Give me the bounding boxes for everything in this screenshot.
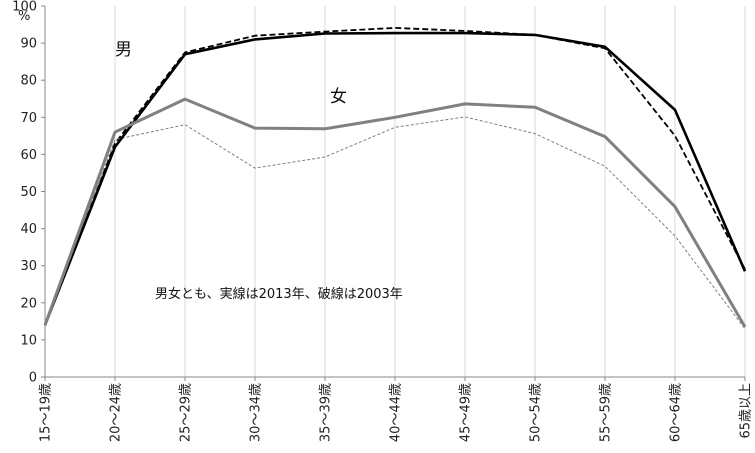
x-tick-label-4: 35～39歳 — [319, 383, 334, 442]
male-series-label: 男 — [115, 40, 132, 60]
chart-note: 男女とも、実線は2013年、破線は2003年 — [155, 286, 403, 302]
y-unit-label: % — [18, 9, 30, 24]
gridlines — [114, 6, 746, 377]
x-tick-label-2: 25～29歳 — [179, 383, 194, 442]
x-tick-label-0: 15～19歳 — [39, 383, 54, 442]
y-tick-label-4: 40 — [20, 222, 37, 237]
series-line-female-2003 — [44, 116, 746, 330]
female-series-label: 女 — [330, 87, 347, 107]
x-tick-label-10: 65歳以上 — [739, 383, 754, 439]
y-tick-label-2: 20 — [20, 296, 37, 311]
x-tick-label-7: 50～54歳 — [529, 383, 544, 442]
series-line-male-2003 — [44, 26, 746, 326]
x-tick-label-5: 40～44歳 — [389, 383, 404, 442]
y-tick-label-8: 80 — [20, 74, 37, 89]
y-tick-label-5: 50 — [20, 185, 37, 200]
x-tick-label-6: 45～49歳 — [459, 383, 474, 442]
x-tick-label-1: 20～24歳 — [109, 383, 124, 442]
series-line-female-2013 — [43, 97, 747, 328]
axes — [41, 5, 746, 381]
x-tick-label-3: 30～34歳 — [249, 383, 264, 442]
y-tick-label-10: 100 — [12, 0, 37, 15]
x-tick-labels: 15～19歳 20～24歳 25～29歳 30～34歳 35～39歳 40～44歳 45～4… — [39, 383, 754, 442]
y-tick-label-1: 10 — [20, 333, 37, 348]
series-lines — [43, 26, 747, 330]
y-tick-label-3: 30 — [20, 259, 37, 274]
y-tick-label-7: 70 — [20, 111, 37, 126]
x-tick-label-8: 55～59歳 — [599, 383, 614, 442]
x-tick-label-9: 60～64歳 — [669, 383, 684, 442]
y-tick-label-0: 0 — [29, 371, 37, 386]
y-tick-label-6: 60 — [20, 148, 37, 163]
y-tick-label-9: 90 — [20, 37, 37, 52]
y-tick-labels: 0 10 20 30 40 50 60 70 80 90 100 — [12, 0, 37, 386]
series-line-male-2013 — [43, 31, 747, 326]
